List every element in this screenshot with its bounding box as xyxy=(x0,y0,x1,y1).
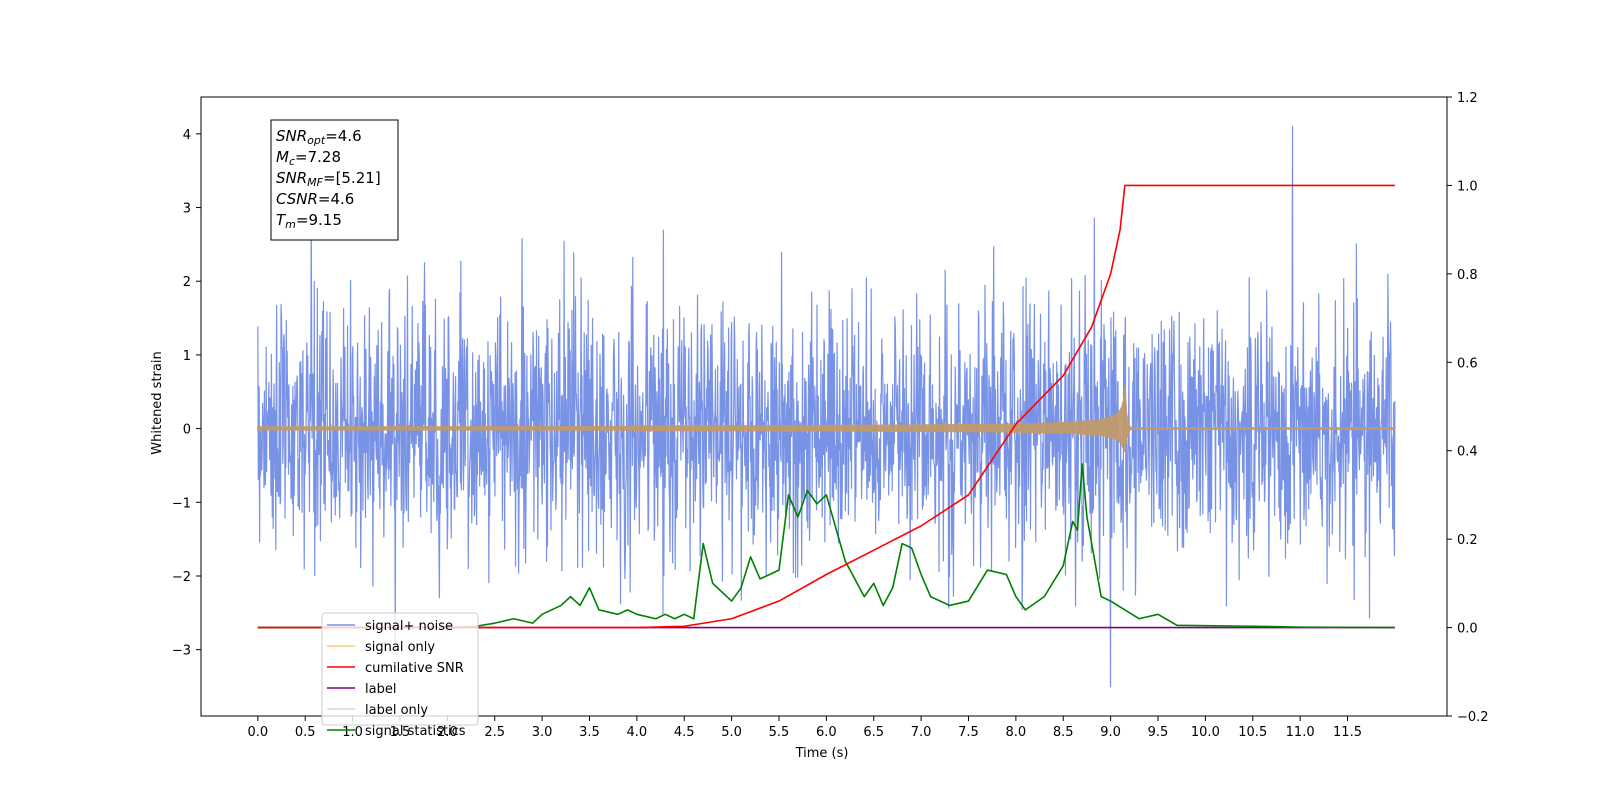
axes: 0.0 0.5 1.0 1.5 2.0 2.5 3.0 3.5 4.0 4.5 5.0 5.5 6.0 6… xyxy=(172,91,1489,740)
legend-label: signal statistics xyxy=(365,724,466,739)
y-right-tick-label: 0.4 xyxy=(1457,445,1478,460)
x-tick-label: 6.0 xyxy=(816,725,837,740)
series-signal-statistics xyxy=(257,463,1395,629)
x-tick-label: 1.0 xyxy=(342,725,363,740)
x-tick-label: 2.5 xyxy=(484,725,505,740)
x-tick-label: 4.0 xyxy=(627,725,648,740)
y-axis-label-left: Whitened strain xyxy=(150,351,165,454)
x-tick-label: 3.0 xyxy=(532,725,553,740)
y-right-tick-label: 0.0 xyxy=(1457,622,1478,637)
y-left-tick-label: 0 xyxy=(183,423,191,438)
x-tick-label: 8.5 xyxy=(1053,725,1074,740)
x-tick-label: 7.0 xyxy=(911,725,932,740)
x-tick-label: 0.0 xyxy=(248,725,269,740)
y-left-tick-label: 3 xyxy=(183,202,191,217)
y-left-tick-label: 1 xyxy=(183,349,191,364)
x-tick-label: 2.0 xyxy=(437,725,458,740)
y-left-tick-label: −2 xyxy=(172,570,191,585)
series-signal-noise xyxy=(257,125,1396,688)
stats-line: SNRopt=4.6 xyxy=(276,127,362,147)
y-right-tick-label: 0.2 xyxy=(1457,533,1478,548)
stats-line: Mc=7.28 xyxy=(276,148,341,168)
y-right-tick-label: 1.0 xyxy=(1457,179,1478,194)
x-axis-label: Time (s) xyxy=(795,746,849,761)
x-tick-label: 11.0 xyxy=(1286,725,1315,740)
series-cumulative-snr xyxy=(257,184,1395,629)
x-tick-label: 1.5 xyxy=(390,725,411,740)
series-signal-only xyxy=(257,386,1396,453)
x-tick-label: 4.5 xyxy=(674,725,695,740)
y-right-tick-label: 0.6 xyxy=(1457,356,1478,371)
stats-line: SNRMF=[5.21] xyxy=(276,169,381,189)
x-tick-label: 9.0 xyxy=(1100,725,1121,740)
legend-label: signal only xyxy=(365,640,435,655)
x-tick-label: 0.5 xyxy=(295,725,316,740)
x-tick-label: 9.5 xyxy=(1148,725,1169,740)
legend-label: signal+ noise xyxy=(365,619,453,634)
x-tick-label: 6.5 xyxy=(863,725,884,740)
axes-frame xyxy=(200,96,1448,717)
y-right-tick-label: 0.8 xyxy=(1457,268,1478,283)
legend-label: cumilative SNR xyxy=(365,661,464,676)
legend-label: label only xyxy=(365,703,428,718)
y-left-tick-label: 4 xyxy=(183,128,191,143)
legend-label: label xyxy=(365,682,396,697)
stats-box xyxy=(270,119,399,241)
x-tick-label: 5.0 xyxy=(721,725,742,740)
x-tick-label: 8.0 xyxy=(1006,725,1027,740)
stats-line: CSNR=4.6 xyxy=(276,190,354,208)
y-left-tick-label: −1 xyxy=(172,496,191,511)
stats-line: Tm=9.15 xyxy=(276,211,342,231)
y-right-tick-label: 1.2 xyxy=(1457,91,1478,106)
x-tick-label: 10.5 xyxy=(1238,725,1267,740)
x-tick-label: 7.5 xyxy=(958,725,979,740)
legend-box xyxy=(321,612,479,726)
legend: signal+ noise signal only cumilative SNR la… xyxy=(321,612,479,739)
x-tick-label: 11.5 xyxy=(1333,725,1362,740)
x-tick-label: 10.0 xyxy=(1191,725,1220,740)
x-tick-label: 3.5 xyxy=(579,725,600,740)
y-left-tick-label: −3 xyxy=(172,644,191,659)
y-right-tick-label: −0.2 xyxy=(1457,710,1489,725)
x-tick-label: 5.5 xyxy=(769,725,790,740)
y-left-tick-label: 2 xyxy=(183,275,191,290)
